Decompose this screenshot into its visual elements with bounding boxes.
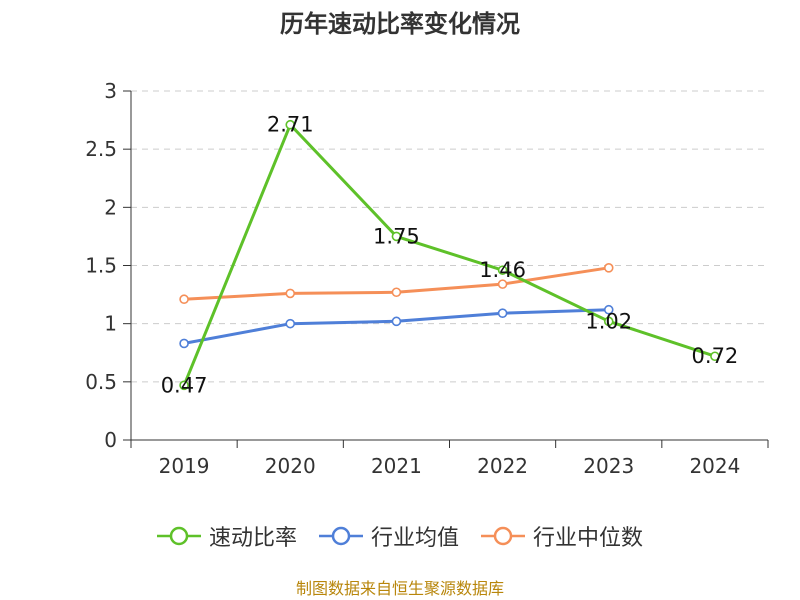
data-point — [497, 308, 508, 318]
data-point — [603, 263, 614, 273]
data-point — [391, 287, 402, 298]
data-point — [710, 351, 720, 362]
legend-marker-icon — [481, 526, 525, 546]
y-tick-label: 0.5 — [85, 370, 117, 394]
data-point — [603, 316, 614, 327]
y-tick-label: 0 — [104, 428, 117, 452]
legend: 速动比率 行业均值 行业中位数 — [0, 518, 800, 554]
legend-marker-icon — [156, 526, 201, 546]
x-tick-label: 2022 — [477, 454, 528, 478]
data-point — [391, 316, 402, 327]
data-label: 2.71 — [267, 113, 314, 137]
data-label: 0.72 — [692, 344, 739, 368]
data-label: 1.75 — [373, 224, 420, 248]
y-tick-label: 3 — [104, 79, 117, 103]
x-tick-label: 2024 — [689, 454, 740, 478]
data-point — [179, 338, 189, 349]
data-point — [179, 294, 189, 305]
y-tick-label: 1 — [104, 312, 117, 336]
y-tick-label: 2 — [104, 195, 117, 219]
data-label: 1.02 — [585, 309, 632, 333]
x-tick-label: 2023 — [583, 454, 634, 478]
series-line — [182, 123, 716, 386]
y-tick-label: 1.5 — [85, 254, 117, 278]
source-note: 制图数据来自恒生聚源数据库 — [295, 579, 504, 598]
x-tick-label: 2020 — [265, 454, 316, 478]
data-label: 1.46 — [479, 258, 526, 282]
data-label: 0.47 — [161, 373, 208, 397]
data-point — [603, 304, 614, 315]
legend-item-industry-mean[interactable]: 行业均值 — [318, 520, 459, 552]
legend-label: 行业均值 — [370, 526, 459, 551]
data-point — [179, 380, 189, 391]
series-line — [183, 308, 609, 345]
data-point — [391, 231, 402, 242]
data-point — [285, 119, 296, 130]
legend-marker-icon — [318, 526, 363, 546]
data-point — [285, 318, 296, 329]
y-tick-label: 2.5 — [85, 137, 117, 161]
legend-item-quick-ratio[interactable]: 速动比率 — [156, 520, 297, 552]
data-point — [497, 265, 508, 275]
legend-item-industry-median[interactable]: 行业中位数 — [481, 520, 643, 552]
data-point — [497, 279, 508, 289]
data-point — [285, 288, 296, 299]
x-tick-label: 2021 — [371, 454, 422, 478]
legend-label: 行业中位数 — [533, 526, 644, 551]
x-tick-label: 2019 — [159, 454, 210, 478]
legend-label: 速动比率 — [208, 526, 297, 551]
chart-title: 历年速动比率变化情况 — [280, 10, 520, 38]
